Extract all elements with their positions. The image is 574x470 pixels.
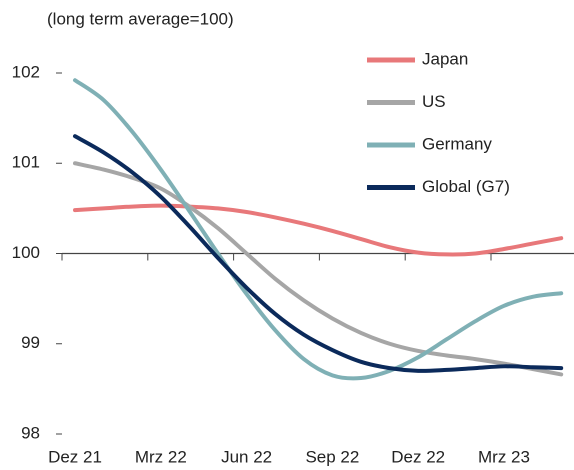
chart-subtitle: (long term average=100) (47, 9, 234, 28)
legend-label: Global (G7) (422, 177, 510, 196)
series-line (73, 134, 564, 373)
y-tick-label: 102 (12, 62, 40, 81)
x-tick-label: Jun 22 (221, 447, 272, 466)
x-tick-label: Mrz 22 (135, 447, 187, 466)
x-tick-label: Sep 22 (305, 447, 359, 466)
y-tick-label: 98 (21, 423, 40, 442)
y-tick-label: 101 (12, 153, 40, 172)
y-tick-label: 99 (21, 333, 40, 352)
legend-label: Germany (422, 134, 492, 153)
x-tick-label: Dez 21 (48, 447, 102, 466)
y-tick-label: 100 (12, 243, 40, 262)
series-line (73, 78, 564, 381)
legend-label: US (422, 92, 446, 111)
x-tick-label: Mrz 23 (478, 447, 530, 466)
series-line (73, 203, 564, 257)
legend-label: Japan (422, 49, 468, 68)
x-tick-label: Dez 22 (391, 447, 445, 466)
series-line (73, 161, 564, 377)
